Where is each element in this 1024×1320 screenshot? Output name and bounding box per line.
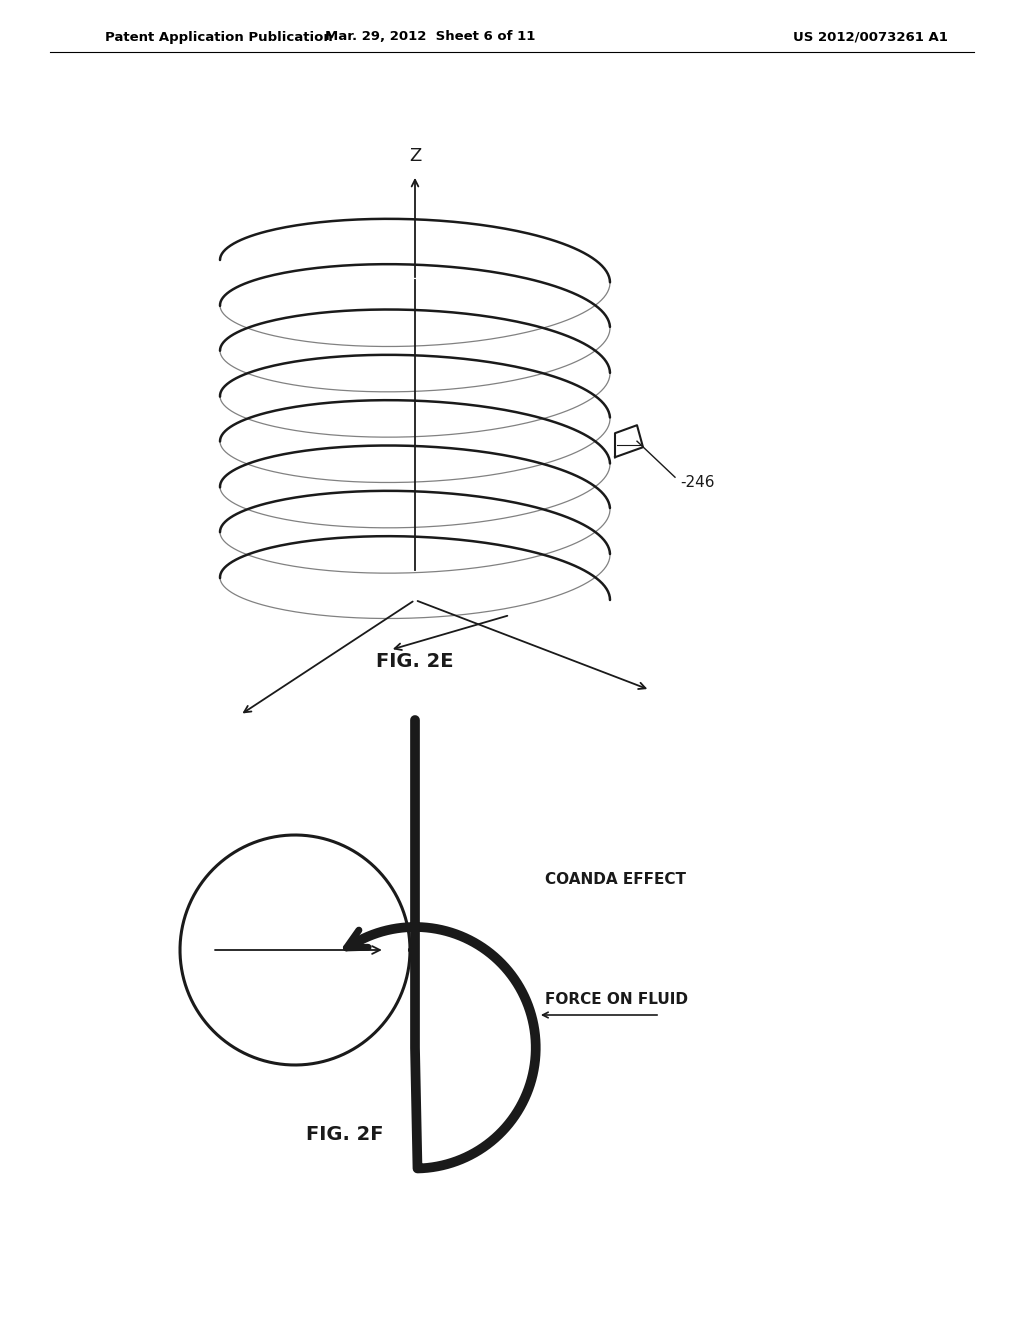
Text: Mar. 29, 2012  Sheet 6 of 11: Mar. 29, 2012 Sheet 6 of 11 bbox=[325, 30, 536, 44]
Text: FIG. 2E: FIG. 2E bbox=[376, 652, 454, 671]
Text: US 2012/0073261 A1: US 2012/0073261 A1 bbox=[793, 30, 947, 44]
Text: COANDA EFFECT: COANDA EFFECT bbox=[545, 873, 686, 887]
Text: Patent Application Publication: Patent Application Publication bbox=[105, 30, 333, 44]
Text: Z: Z bbox=[409, 147, 421, 165]
Text: FORCE ON FLUID: FORCE ON FLUID bbox=[545, 993, 688, 1007]
Text: -246: -246 bbox=[680, 475, 715, 490]
Text: FIG. 2F: FIG. 2F bbox=[306, 1125, 384, 1144]
